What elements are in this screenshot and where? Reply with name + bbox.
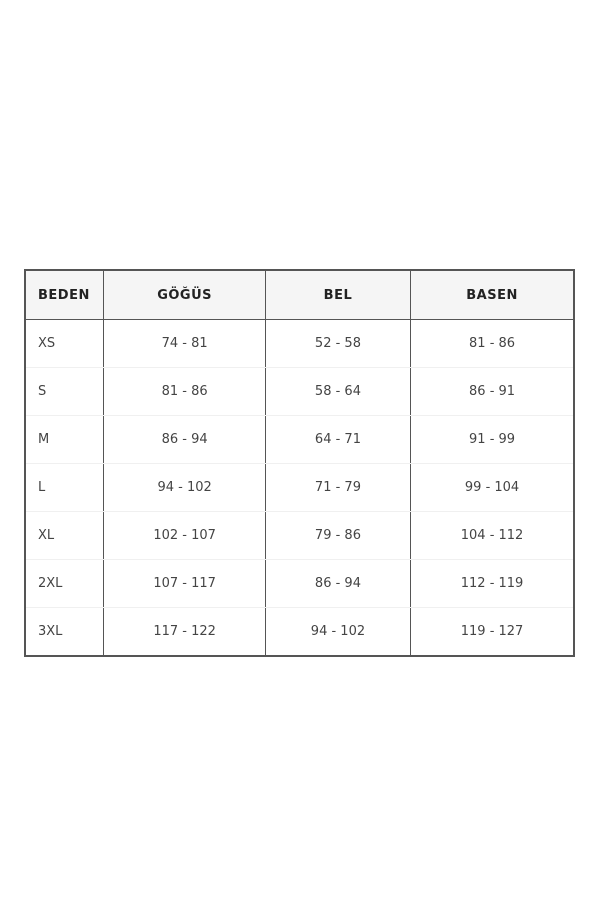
cell-basen: 112 - 119: [410, 559, 575, 608]
cell-size: M: [24, 415, 105, 464]
cell-basen: 86 - 91: [410, 367, 575, 416]
table-row: M 86 - 94 64 - 71 91 - 99: [24, 415, 575, 464]
cell-bel: 94 - 102: [264, 607, 412, 657]
cell-basen: 81 - 86: [410, 319, 575, 368]
cell-size: S: [24, 367, 105, 416]
table-row: S 81 - 86 58 - 64 86 - 91: [24, 367, 575, 416]
header-row: BEDEN GÖĞÜS BEL BASEN: [24, 270, 575, 320]
table-row: XL 102 - 107 79 - 86 104 - 112: [24, 511, 575, 560]
header-basen: BASEN: [410, 270, 575, 320]
cell-basen: 119 - 127: [410, 607, 575, 657]
cell-size: L: [24, 463, 105, 512]
cell-gogus: 86 - 94: [103, 415, 266, 464]
table-row: 3XL 117 - 122 94 - 102 119 - 127: [24, 607, 575, 657]
table-row: 2XL 107 - 117 86 - 94 112 - 119: [24, 559, 575, 608]
cell-gogus: 107 - 117: [103, 559, 266, 608]
cell-size: XL: [24, 511, 105, 560]
cell-bel: 52 - 58: [264, 319, 412, 368]
cell-basen: 104 - 112: [410, 511, 575, 560]
cell-bel: 79 - 86: [264, 511, 412, 560]
cell-size: XS: [24, 319, 105, 368]
cell-gogus: 74 - 81: [103, 319, 266, 368]
cell-size: 2XL: [24, 559, 105, 608]
cell-bel: 71 - 79: [264, 463, 412, 512]
cell-bel: 64 - 71: [264, 415, 412, 464]
cell-basen: 91 - 99: [410, 415, 575, 464]
table-row: XS 74 - 81 52 - 58 81 - 86: [24, 319, 575, 368]
size-chart-table: BEDEN GÖĞÜS BEL BASEN XS 74 - 81 52 - 58 81…: [24, 269, 575, 657]
cell-gogus: 117 - 122: [103, 607, 266, 657]
header-bel: BEL: [264, 270, 412, 320]
cell-size: 3XL: [24, 607, 105, 657]
header-gogus: GÖĞÜS: [103, 270, 266, 320]
header-beden: BEDEN: [24, 270, 105, 320]
cell-gogus: 81 - 86: [103, 367, 266, 416]
table-row: L 94 - 102 71 - 79 99 - 104: [24, 463, 575, 512]
cell-gogus: 102 - 107: [103, 511, 266, 560]
cell-bel: 86 - 94: [264, 559, 412, 608]
cell-gogus: 94 - 102: [103, 463, 266, 512]
cell-basen: 99 - 104: [410, 463, 575, 512]
cell-bel: 58 - 64: [264, 367, 412, 416]
